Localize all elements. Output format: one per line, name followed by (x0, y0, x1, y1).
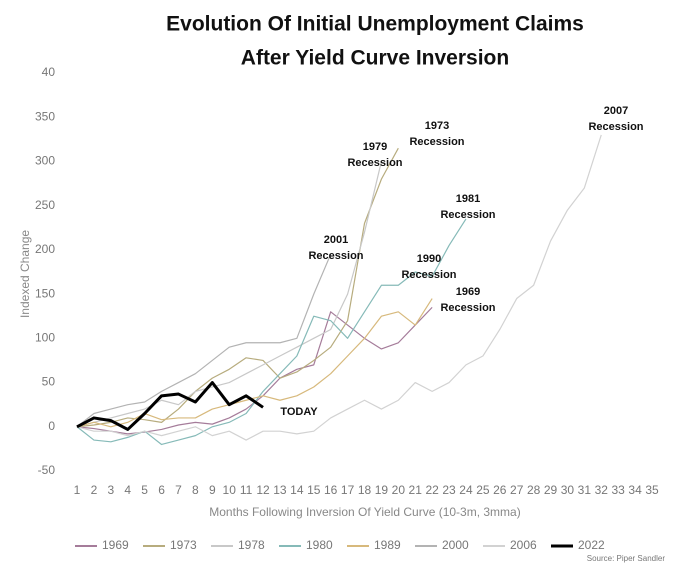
x-tick-label: 6 (158, 483, 165, 497)
x-tick-label: 13 (273, 483, 287, 497)
legend-label: 1978 (238, 538, 265, 552)
x-tick-label: 19 (375, 483, 389, 497)
legend-label: 1980 (306, 538, 333, 552)
legend-label: 2006 (510, 538, 537, 552)
chart-title: Evolution Of Initial Unemployment Claims (166, 13, 584, 36)
series-line (76, 254, 332, 428)
x-tick-label: 22 (425, 483, 439, 497)
x-tick-label: 31 (578, 483, 592, 497)
x-tick-label: 11 (240, 483, 253, 497)
x-tick-label: 35 (645, 483, 659, 497)
x-tick-label: 15 (307, 483, 321, 497)
x-tick-label: 28 (527, 483, 541, 497)
y-tick-label: 250 (35, 198, 55, 212)
series-line (76, 306, 433, 435)
annotation: 1979 (363, 141, 387, 153)
y-tick-label: 150 (35, 286, 55, 300)
annotation: 1969 (456, 286, 480, 298)
x-tick-label: 33 (611, 483, 625, 497)
x-tick-label: 8 (192, 483, 199, 497)
y-tick-label: 350 (35, 109, 55, 123)
y-tick-label: 200 (35, 242, 55, 256)
annotation: Recession (347, 157, 402, 169)
annotation: 1981 (456, 193, 480, 205)
x-tick-label: 29 (544, 483, 558, 497)
chart-title: After Yield Curve Inversion (241, 47, 509, 70)
series-line (76, 161, 382, 428)
source: Source: Piper Sandler (587, 554, 666, 563)
y-tick-label: 0 (48, 419, 55, 433)
x-tick-label: 4 (124, 483, 131, 497)
annotation: 2001 (324, 234, 348, 246)
x-tick-label: 34 (628, 483, 642, 497)
annotation: Recession (401, 269, 456, 281)
x-tick-label: 17 (341, 483, 355, 497)
legend-label: 2022 (578, 538, 605, 552)
y-tick-label: 100 (35, 331, 55, 345)
x-tick-label: 16 (324, 483, 338, 497)
legend-label: 2000 (442, 538, 469, 552)
annotation: 1973 (425, 120, 449, 132)
annotation: TODAY (280, 406, 318, 418)
y-tick-label: 300 (35, 154, 55, 168)
legend-label: 1973 (170, 538, 197, 552)
legend-label: 1989 (374, 538, 401, 552)
y-tick-label: -50 (38, 463, 56, 477)
x-tick-label: 9 (209, 483, 216, 497)
x-tick-label: 20 (392, 483, 406, 497)
x-tick-label: 32 (595, 483, 609, 497)
y-axis-label: Indexed Change (18, 230, 32, 318)
annotation: Recession (308, 250, 363, 262)
y-tick-label: 50 (42, 375, 56, 389)
series-line (76, 147, 399, 428)
x-tick-label: 21 (409, 483, 423, 497)
series-line (76, 218, 467, 446)
x-tick-label: 1 (74, 483, 81, 497)
x-tick-label: 10 (223, 483, 237, 497)
x-tick-label: 23 (442, 483, 456, 497)
x-tick-label: 25 (476, 483, 490, 497)
series-line (76, 134, 602, 441)
x-axis-label: Months Following Inversion Of Yield Curv… (209, 505, 520, 519)
x-tick-label: 2 (91, 483, 98, 497)
annotation: Recession (588, 121, 643, 133)
x-tick-label: 14 (290, 483, 304, 497)
x-tick-label: 27 (510, 483, 524, 497)
x-tick-label: 7 (175, 483, 182, 497)
series-line (76, 298, 433, 428)
x-tick-label: 30 (561, 483, 575, 497)
x-tick-label: 24 (459, 483, 473, 497)
annotation: 1990 (417, 253, 441, 265)
annotation: Recession (409, 136, 464, 148)
y-tick-label: 40 (42, 65, 56, 79)
x-tick-label: 5 (141, 483, 148, 497)
annotation: Recession (440, 209, 495, 221)
legend-label: 1969 (102, 538, 129, 552)
annotation: Recession (440, 302, 495, 314)
annotation: 2007 (604, 105, 628, 117)
x-tick-label: 18 (358, 483, 372, 497)
x-tick-label: 12 (256, 483, 270, 497)
x-tick-label: 3 (107, 483, 114, 497)
x-tick-label: 26 (493, 483, 507, 497)
series-line (76, 381, 264, 431)
